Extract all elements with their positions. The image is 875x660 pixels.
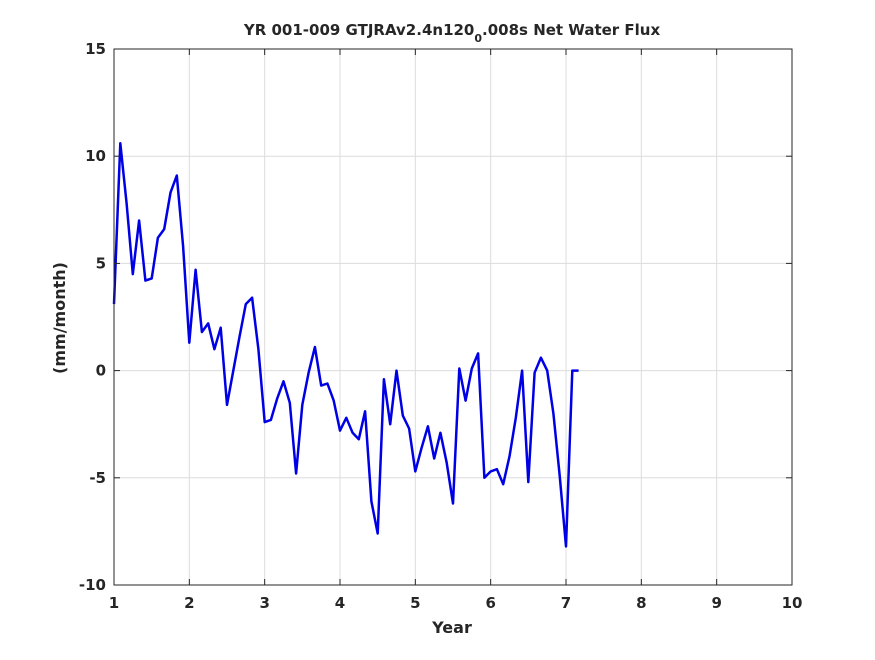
x-tick-label: 9 <box>711 594 721 612</box>
x-tick-label: 5 <box>410 594 420 612</box>
series-line <box>112 142 579 548</box>
y-tick-label: 10 <box>85 147 106 165</box>
x-tick-label: 8 <box>636 594 646 612</box>
x-tick-label: 1 <box>109 594 119 612</box>
x-axis-label: Year <box>431 618 472 637</box>
x-tick-label: 3 <box>259 594 269 612</box>
y-tick-label: 5 <box>96 254 106 272</box>
chart-title-subscript: 0 <box>474 32 482 45</box>
chart-title: YR 001-009 GTJRAv2.4n1200.008s Net Water… <box>243 21 661 45</box>
y-tick-labels: 15 10 5 0 -5 -10 <box>79 40 106 594</box>
x-tick-label: 10 <box>782 594 803 612</box>
y-tick-label: -10 <box>79 576 106 594</box>
plot-frame <box>113 48 793 586</box>
y-axis-label: (mm/month) <box>50 262 69 374</box>
x-tick-label: 6 <box>485 594 495 612</box>
y-tick-label: -5 <box>89 469 106 487</box>
y-tick-label: 15 <box>85 40 106 58</box>
x-tick-label: 2 <box>184 594 194 612</box>
x-tick-label: 4 <box>335 594 345 612</box>
x-tick-labels: 1 2 3 4 5 6 7 8 9 10 <box>109 594 803 612</box>
plot-area <box>112 48 793 586</box>
chart-title-end: .008s Net Water Flux <box>482 21 660 39</box>
chart-title-main: YR 001-009 GTJRAv2.4n120 <box>243 21 475 39</box>
axis-ticks <box>113 48 793 586</box>
y-tick-label: 0 <box>96 362 106 380</box>
x-tick-label: 7 <box>561 594 571 612</box>
